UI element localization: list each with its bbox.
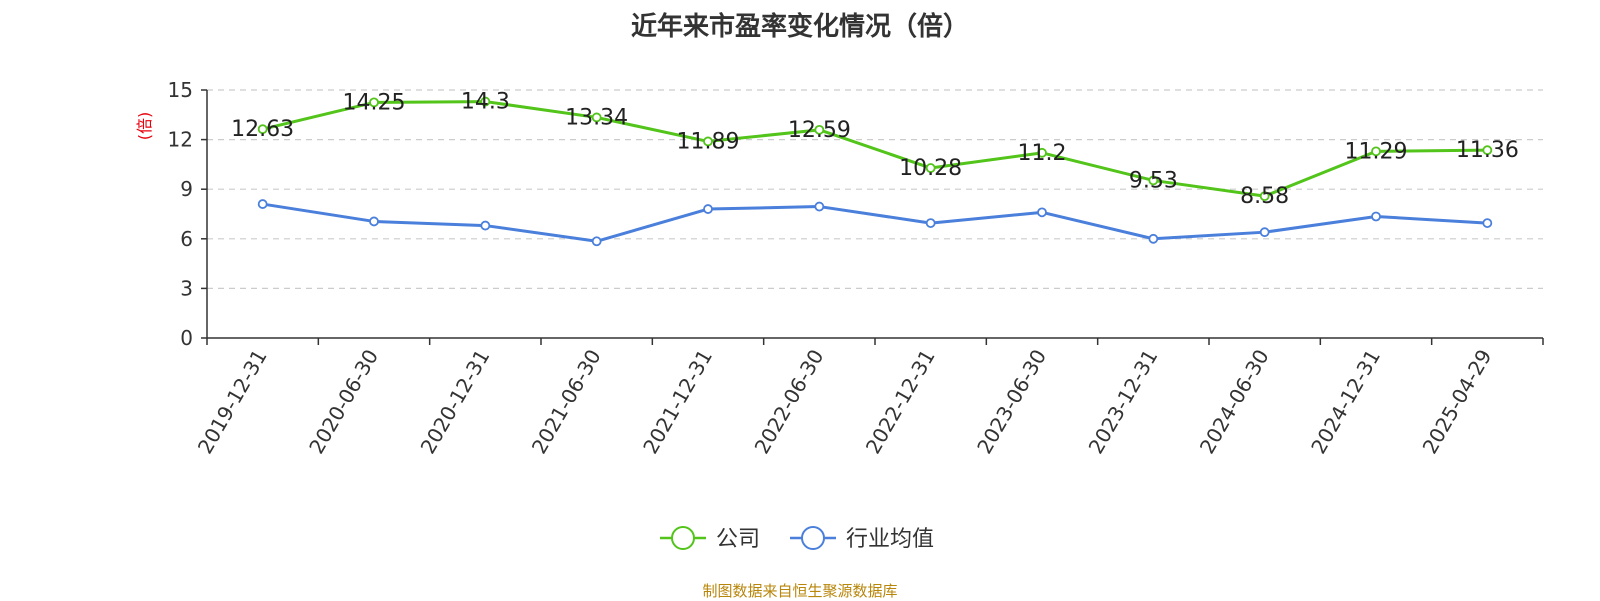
data-label: 9.53 xyxy=(1129,168,1178,193)
data-point xyxy=(480,96,491,107)
data-label: 12.63 xyxy=(231,117,294,142)
x-tick-label: 2020-06-30 xyxy=(304,345,383,458)
y-tick-label: 12 xyxy=(168,128,193,152)
x-tick-label: 2020-12-31 xyxy=(416,345,495,458)
data-label: 11.36 xyxy=(1456,138,1519,163)
data-point xyxy=(814,201,825,212)
series-line-0 xyxy=(262,100,1488,198)
data-point xyxy=(703,204,713,214)
legend-label: 行业均值 xyxy=(846,527,934,552)
chart-title: 近年来市盈率变化情况（倍） xyxy=(630,12,969,42)
data-point xyxy=(369,97,379,108)
y-tick-label: 15 xyxy=(168,78,193,102)
data-point xyxy=(1482,218,1493,228)
data-label: 10.28 xyxy=(899,156,962,181)
data-point xyxy=(1037,147,1047,158)
y-tick-label: 3 xyxy=(180,276,193,300)
data-label: 14.25 xyxy=(343,90,406,115)
x-tick-label: 2022-12-31 xyxy=(861,345,940,458)
data-point xyxy=(369,216,379,227)
data-label: 8.58 xyxy=(1240,184,1289,209)
data-point xyxy=(703,136,713,147)
x-tick-label: 2021-12-31 xyxy=(638,345,717,458)
data-point xyxy=(925,218,936,228)
data-point xyxy=(257,124,268,135)
source-note: 制图数据来自恒生聚源数据库 xyxy=(702,582,898,600)
data-label: 14.3 xyxy=(461,90,510,115)
data-label: 13.34 xyxy=(565,105,628,130)
x-tick-label: 2024-06-30 xyxy=(1195,345,1274,458)
y-tick-label: 9 xyxy=(180,177,193,201)
data-point xyxy=(480,220,491,231)
x-tick-label: 2022-06-30 xyxy=(750,345,829,458)
legend-marker xyxy=(801,526,825,550)
data-label: 11.29 xyxy=(1345,139,1408,164)
y-tick-label: 6 xyxy=(180,227,193,251)
series-line-1 xyxy=(262,202,1488,243)
data-point xyxy=(814,124,825,135)
data-point xyxy=(1371,146,1381,157)
legend-label: 公司 xyxy=(716,527,760,552)
x-tick-label: 2025-04-29 xyxy=(1418,345,1497,458)
data-point xyxy=(591,112,602,123)
legend-marker xyxy=(671,526,695,550)
data-label: 11.89 xyxy=(677,129,740,154)
x-tick-label: 2019-12-31 xyxy=(193,345,272,458)
data-point xyxy=(1148,175,1159,186)
data-label: 11.2 xyxy=(1018,141,1067,166)
y-tick-label: 0 xyxy=(180,326,193,350)
data-point xyxy=(1371,211,1381,222)
data-point xyxy=(1148,233,1159,244)
data-point xyxy=(591,236,602,247)
data-label: 12.59 xyxy=(788,118,851,143)
x-tick-label: 2023-12-31 xyxy=(1084,345,1163,458)
x-tick-label: 2023-06-30 xyxy=(972,345,1051,458)
x-tick-label: 2024-12-31 xyxy=(1306,345,1385,458)
data-point xyxy=(1482,145,1493,156)
data-point xyxy=(1037,207,1047,218)
y-axis-label: (倍) xyxy=(135,112,154,141)
data-point xyxy=(925,163,936,173)
data-point xyxy=(1259,191,1270,202)
data-point xyxy=(1259,227,1270,238)
data-point xyxy=(257,199,268,209)
x-tick-label: 2021-06-30 xyxy=(527,345,606,458)
